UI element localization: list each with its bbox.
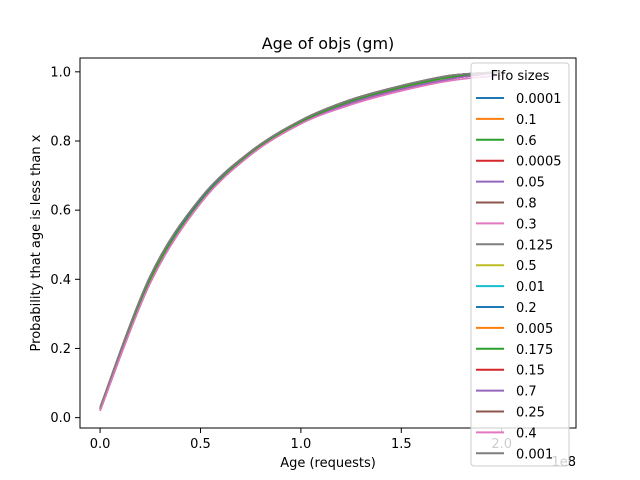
legend-label: 0.1 (516, 113, 537, 128)
legend-label: 0.5 (516, 259, 537, 274)
legend-label: 0.125 (516, 238, 553, 253)
legend-box (470, 62, 570, 467)
y-axis-label: Probability that age is less than x (29, 134, 44, 351)
chart-title: Age of objs (gm) (262, 34, 395, 53)
x-tick-label: 1.5 (391, 437, 412, 452)
y-tick-label: 0.6 (50, 204, 71, 219)
legend-label: 0.8 (516, 197, 537, 212)
y-tick-label: 0.2 (50, 342, 71, 357)
series-line-0.001 (99, 71, 502, 408)
legend-label: 0.4 (516, 426, 537, 441)
legend-label: 0.2 (516, 301, 537, 316)
legend-label: 0.25 (516, 406, 545, 421)
legend-label: 0.0005 (516, 155, 562, 170)
x-tick-label: 0.5 (190, 437, 211, 452)
y-tick-label: 0.4 (50, 273, 71, 288)
y-tick-label: 0.0 (50, 411, 71, 426)
legend-label: 0.3 (516, 217, 537, 232)
legend-label: 0.175 (516, 343, 553, 358)
plot-area (99, 71, 502, 411)
x-tick-label: 0.0 (90, 437, 111, 452)
y-tick-label: 0.8 (50, 134, 71, 149)
x-axis-label: Age (requests) (280, 456, 376, 471)
legend-label: 0.6 (516, 134, 537, 149)
series-line-0.175 (99, 71, 502, 410)
legend: Fifo sizes 0.00010.10.60.00050.050.80.30… (470, 62, 570, 467)
axes-frame (79, 57, 577, 429)
x-axis-ticks: 0.00.51.01.52.0 (90, 428, 512, 452)
series-line-0.4 (99, 74, 502, 411)
legend-label: 0.001 (516, 447, 553, 462)
y-axis-ticks: 0.0 0.2 0.4 0.6 0.8 1.0 (50, 65, 80, 426)
y-tick-label: 1.0 (50, 65, 71, 80)
series-line-0.3 (99, 74, 502, 411)
legend-label: 0.005 (516, 322, 553, 337)
legend-label: 0.7 (516, 385, 537, 400)
legend-label: 0.01 (516, 280, 545, 295)
legend-label: 0.05 (516, 176, 545, 191)
legend-title: Fifo sizes (491, 69, 550, 84)
legend-items: 0.0001 0.1 0.6 0.0005 0.05 0.8 0.3 0.125 0.5 0.01… (476, 92, 562, 462)
legend-label: 0.15 (516, 364, 545, 379)
x-tick-label: 1.0 (291, 437, 312, 452)
series-layer (99, 71, 502, 411)
legend-label: 0.0001 (516, 92, 562, 107)
